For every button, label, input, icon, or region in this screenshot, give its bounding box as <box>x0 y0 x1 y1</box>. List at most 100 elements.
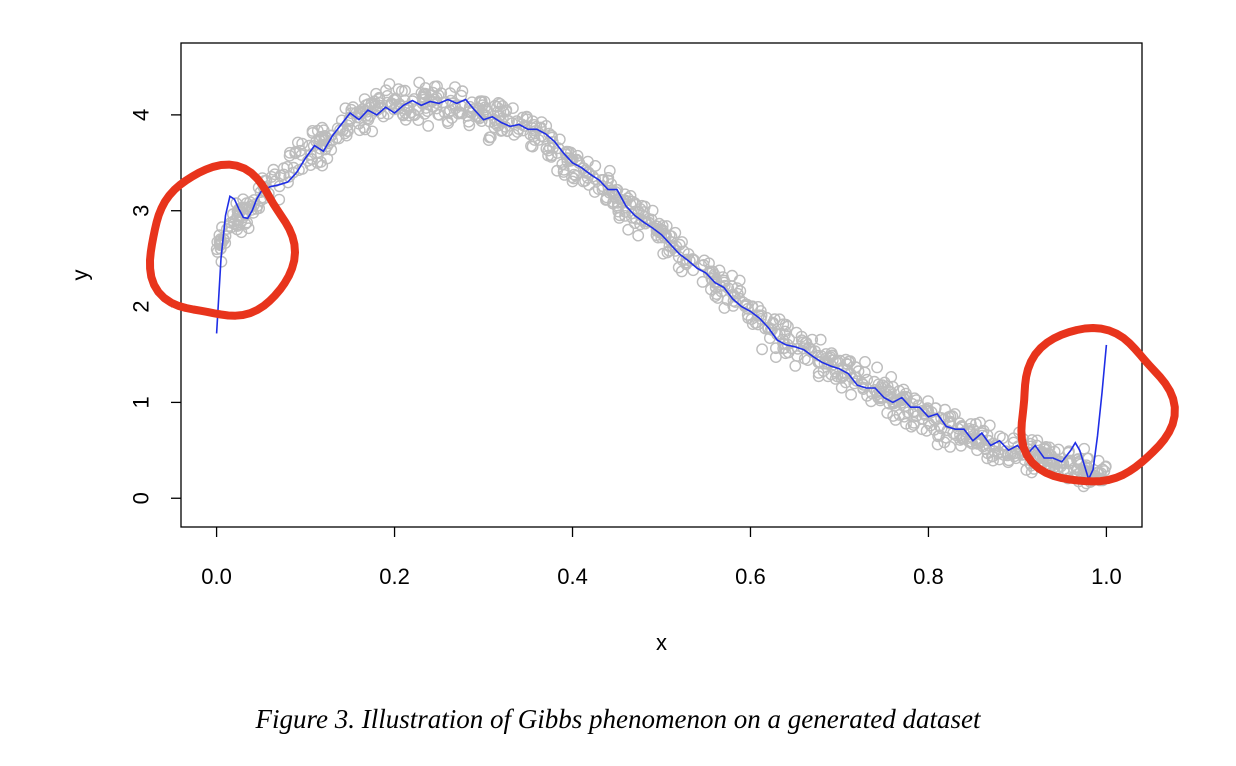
scatter-point <box>977 440 989 453</box>
scatter-point <box>341 119 354 132</box>
scatter-point <box>1055 456 1068 469</box>
scatter-point <box>324 129 337 142</box>
scatter-point <box>859 355 871 368</box>
scatter-point <box>752 309 765 322</box>
scatter-point <box>905 420 918 433</box>
scatter-point <box>778 337 791 350</box>
y-tick-label: 2 <box>129 300 154 312</box>
scatter-point <box>630 198 642 211</box>
scatter-point <box>561 152 573 164</box>
y-tick-label: 0 <box>129 492 154 504</box>
x-tick-label: 0.4 <box>557 564 588 589</box>
scatter-point <box>938 436 951 449</box>
scatter-point <box>478 95 491 108</box>
scatter-point <box>613 211 626 224</box>
scatter-point <box>957 431 970 444</box>
scatter-point <box>347 101 359 114</box>
scatter-point <box>445 112 458 124</box>
scatter-point <box>848 377 861 390</box>
scatter-point <box>932 430 944 443</box>
scatter-point <box>992 446 1005 459</box>
scatter-point <box>214 239 227 252</box>
scatter-point <box>463 119 476 132</box>
scatter-point <box>361 112 374 125</box>
scatter-point <box>665 230 678 243</box>
scatter-point <box>1064 454 1077 467</box>
scatter-point <box>475 115 488 128</box>
annotations <box>146 160 1179 486</box>
scatter-point <box>482 134 495 147</box>
scatter-point <box>392 83 405 96</box>
scatter-point <box>611 196 624 209</box>
scatter-point <box>619 209 631 222</box>
scatter-point <box>380 84 392 97</box>
scatter-point <box>1092 454 1105 467</box>
scatter-point <box>603 164 616 177</box>
scatter-point <box>770 351 782 363</box>
scatter-point <box>268 168 281 181</box>
scatter-point <box>791 350 804 362</box>
scatter-point <box>422 120 435 132</box>
scatter-point <box>882 384 894 397</box>
x-tick-label: 0.8 <box>913 564 944 589</box>
figure-caption: Figure 3. Illustration of Gibbs phenomen… <box>255 704 981 734</box>
scatter-point <box>672 261 685 274</box>
scatter-point <box>752 300 764 313</box>
scatter-point <box>909 405 922 418</box>
scatter-point <box>706 265 719 278</box>
scatter-point <box>653 217 666 230</box>
scatter-point <box>657 247 670 260</box>
scatter-point <box>626 195 639 208</box>
scatter-points <box>210 76 1112 493</box>
scatter-point <box>345 103 358 116</box>
scatter-point <box>607 197 619 210</box>
scatter-point <box>697 258 710 271</box>
scatter-point <box>419 87 432 100</box>
scatter-point <box>718 302 731 314</box>
scatter-point <box>368 95 381 108</box>
scatter-point <box>955 439 967 452</box>
scatter-point <box>939 403 951 416</box>
scatter-point <box>814 355 826 368</box>
y-tick-label: 3 <box>129 205 154 217</box>
scatter-point <box>374 99 387 112</box>
x-tick-label: 0.6 <box>735 564 766 589</box>
scatter-point <box>881 406 894 419</box>
scatter-point <box>874 394 887 407</box>
scatter-point <box>798 352 811 365</box>
scatter-point <box>734 285 747 297</box>
scatter-point <box>345 107 358 120</box>
scatter-point <box>871 361 883 374</box>
scatter-point <box>638 206 650 218</box>
scatter-point <box>582 155 594 168</box>
x-tick-label: 0.2 <box>379 564 410 589</box>
scatter-point <box>779 325 792 338</box>
scatter-point <box>507 102 519 115</box>
scatter-point <box>907 419 920 431</box>
scatter-point <box>795 334 808 347</box>
scatter-point <box>566 171 578 184</box>
scatter-point <box>873 385 886 398</box>
scatter-point <box>727 299 740 312</box>
scatter-point <box>227 217 240 230</box>
scatter-point <box>881 380 894 392</box>
scatter-point <box>281 160 294 173</box>
scatter-point <box>545 129 558 142</box>
scatter-point <box>660 220 673 232</box>
scatter-point <box>624 189 637 202</box>
scatter-point <box>385 97 398 110</box>
scatter-point <box>596 180 609 193</box>
scatter-point <box>525 140 537 152</box>
fitted-curve <box>215 98 1108 482</box>
scatter-point <box>495 125 507 137</box>
scatter-point <box>403 109 416 122</box>
scatter-point <box>553 133 566 146</box>
scatter-point <box>496 100 509 112</box>
scatter-point <box>983 440 996 452</box>
scatter-point <box>756 343 768 356</box>
scatter-point <box>535 116 548 129</box>
scatter-point <box>630 212 642 225</box>
x-tick-label: 1.0 <box>1091 564 1122 589</box>
scatter-point <box>711 292 724 304</box>
scatter-point <box>606 186 618 199</box>
